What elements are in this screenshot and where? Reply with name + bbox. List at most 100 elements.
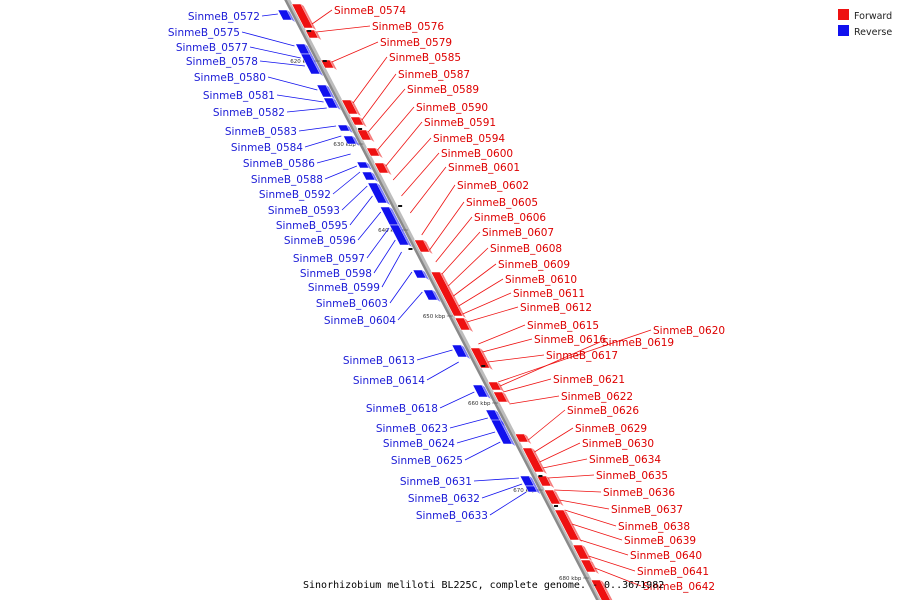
gene-block-shade: [531, 448, 547, 474]
gene-block-shade: [546, 476, 555, 488]
reverse-gene-label: SinmeB_0572: [188, 11, 260, 23]
forward-leader-line: [559, 499, 610, 510]
forward-leader-line: [429, 201, 465, 251]
reverse-gene-label: SinmeB_0584: [231, 142, 303, 154]
forward-leader-line: [487, 354, 545, 363]
reverse-leader-line: [276, 94, 324, 103]
gene-block-shade: [352, 136, 360, 146]
reverse-gene-label: SinmeB_0578: [186, 56, 258, 68]
reverse-gene-label: SinmeB_0580: [194, 72, 266, 84]
reverse-leader-line: [373, 239, 396, 274]
gene-block-shade: [309, 54, 324, 76]
forward-leader-line: [564, 509, 617, 527]
forward-leader-line: [447, 247, 489, 287]
forward-leader-line: [316, 25, 371, 33]
forward-gene-label: SinmeB_0619: [602, 337, 674, 349]
forward-gene-label: SinmeB_0587: [398, 69, 470, 81]
feature-marker: [358, 128, 363, 130]
forward-leader-line: [352, 56, 388, 104]
forward-leader-line: [441, 231, 481, 275]
gene-block-shade: [375, 148, 383, 158]
backbone-layer: [284, 0, 603, 600]
forward-gene-label: SinmeB_0629: [575, 423, 647, 435]
reverse-leader-line: [357, 211, 382, 241]
reverse-gene-label: SinmeB_0633: [416, 510, 488, 522]
forward-gene-label: SinmeB_0609: [498, 259, 570, 271]
reverse-gene-label: SinmeB_0632: [408, 493, 480, 505]
reverse-leader-line: [286, 107, 327, 113]
forward-leader-line: [509, 395, 560, 405]
forward-gene-label: SinmeB_0612: [520, 302, 592, 314]
legend-forward-label: Forward: [854, 11, 892, 22]
gene-block-shade: [581, 545, 593, 561]
reverse-gene-label: SinmeB_0581: [203, 90, 275, 102]
forward-leader-line: [462, 292, 512, 315]
gene-block-shade: [383, 163, 392, 175]
reverse-leader-line: [389, 271, 413, 304]
forward-gene-label: SinmeB_0585: [389, 52, 461, 64]
gene-block-shade: [286, 10, 295, 22]
gene-block-shade: [314, 30, 322, 40]
reverse-gene-label: SinmeB_0596: [284, 235, 356, 247]
gene-block-shade: [398, 225, 412, 247]
forward-gene-label: SinmeB_0611: [513, 288, 585, 300]
reverse-gene-label: SinmeB_0614: [353, 375, 425, 387]
gene-block-shade: [359, 117, 367, 127]
reverse-leader-line: [267, 76, 318, 91]
gene-block-shade: [589, 560, 599, 574]
gene-block-shade: [479, 348, 493, 370]
reverse-gene-label: SinmeB_0577: [176, 42, 248, 54]
feature-marker: [408, 248, 413, 250]
gene-block-shade: [497, 382, 505, 392]
gene-block-shade: [346, 125, 353, 133]
gene-block: [590, 579, 611, 600]
gene-labels-layer: SinmeB_0574 SinmeB_0576 SinmeB_0579 SinmeB_…: [168, 5, 725, 593]
reverse-gene-label: SinmeB_0595: [276, 220, 348, 232]
forward-leader-line: [361, 73, 397, 121]
tick-label: 660 kbp: [468, 401, 491, 407]
reverse-leader-line: [259, 60, 305, 67]
gene-block-shade: [600, 580, 613, 600]
forward-gene-label: SinmeB_0634: [589, 454, 661, 466]
feature-marker: [307, 30, 312, 32]
reverse-leader-line: [416, 349, 453, 361]
reverse-gene-label: SinmeB_0593: [268, 205, 340, 217]
forward-gene-label: SinmeB_0579: [380, 37, 452, 49]
forward-gene-label: SinmeB_0615: [527, 320, 599, 332]
reverse-leader-line: [381, 251, 402, 288]
forward-gene-label: SinmeB_0620: [653, 325, 725, 337]
forward-leader-line: [421, 184, 456, 236]
forward-gene-label: SinmeB_0635: [596, 470, 668, 482]
legend-reverse-swatch: [838, 25, 849, 36]
forward-leader-line: [497, 329, 652, 383]
forward-gene-label: SinmeB_0606: [474, 212, 546, 224]
reverse-gene-label: SinmeB_0586: [243, 158, 315, 170]
reverse-leader-line: [449, 417, 488, 429]
forward-gene-label: SinmeB_0637: [611, 504, 683, 516]
forward-gene-label: SinmeB_0626: [567, 405, 639, 417]
forward-leader-line: [554, 489, 602, 493]
gene-block-shade: [371, 172, 379, 182]
reverse-gene-label: SinmeB_0623: [376, 423, 448, 435]
reverse-gene-label: SinmeB_0592: [259, 189, 331, 201]
reverse-gene-label: SinmeB_0631: [400, 476, 472, 488]
forward-gene-label: SinmeB_0594: [433, 133, 505, 145]
gene-block-shade: [439, 272, 466, 318]
forward-gene-label: SinmeB_0608: [490, 243, 562, 255]
forward-gene-label: SinmeB_0589: [407, 84, 479, 96]
reverse-leader-line: [241, 31, 295, 47]
reverse-leader-line: [397, 291, 423, 321]
feature-marker: [398, 205, 403, 207]
forward-leader-line: [377, 106, 415, 151]
gene-block-shade: [350, 100, 361, 116]
reverse-leader-line: [481, 483, 523, 499]
forward-gene-label: SinmeB_0641: [637, 566, 709, 578]
reverse-leader-line: [316, 153, 351, 164]
tick-marks-layer: 620 kbp 630 kbp 640 kbp 650 kbp 660 kbp 670 k…: [290, 59, 589, 582]
feature-marker: [554, 505, 559, 507]
forward-leader-line: [385, 121, 423, 167]
reverse-leader-line: [324, 165, 358, 180]
tick-label: 620 kbp: [290, 59, 313, 65]
forward-leader-line: [367, 88, 406, 133]
leader-lines-layer: [241, 9, 652, 587]
